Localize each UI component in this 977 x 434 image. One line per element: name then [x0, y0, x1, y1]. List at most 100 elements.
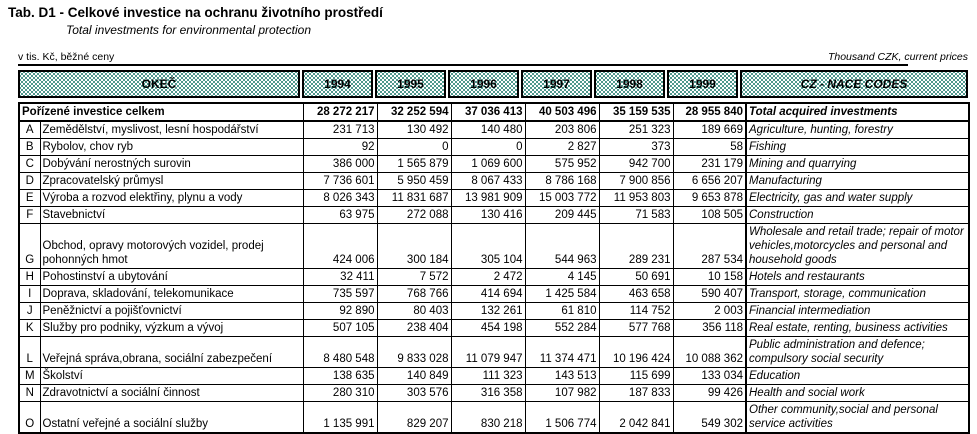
cell-okec-code: B	[18, 138, 41, 156]
cell-value-1997: 61 810	[524, 302, 600, 320]
cell-value-1997: 552 284	[524, 319, 600, 337]
page-subtitle: Total investments for environmental prot…	[66, 23, 312, 37]
cell-value-1999: 2 003	[672, 302, 747, 320]
cell-okec-code: A	[18, 120, 41, 139]
cell-nace-label: Education	[745, 367, 970, 385]
table-header-row: OKEČ 1994 1995 1996 1997 1998 1999 CZ - …	[18, 70, 968, 98]
cell-value-1996: 13 981 909	[450, 189, 526, 207]
cell-value-1997: 575 952	[524, 155, 600, 173]
cell-value-1997: 4 145	[524, 268, 600, 286]
cell-czech-label: Zdravotnictví a sociální činnost	[39, 384, 304, 402]
cell-value-1995: 11 831 687	[376, 189, 452, 207]
cell-nace-label: Mining and quarrying	[745, 155, 970, 173]
cell-value-1998: 11 953 803	[598, 189, 674, 207]
cell-nace-label: Electricity, gas and water supply	[745, 189, 970, 207]
cell-value-1999: 549 302	[672, 401, 747, 434]
cell-value-1994: 63 975	[302, 206, 378, 224]
cell-value-1994: 7 736 601	[302, 172, 378, 190]
cell-value-1999: 287 534	[672, 223, 747, 269]
cell-value-1995: 32 252 594	[376, 102, 452, 122]
cell-value-1994: 231 713	[302, 120, 378, 139]
table-row: O Ostatní veřejné a sociální služby 1 135 …	[18, 401, 970, 434]
cell-nace-label: Other community,social and personal serv…	[745, 401, 970, 434]
cell-czech-label: Stavebnictví	[39, 206, 304, 224]
column-header-1996: 1996	[448, 70, 519, 98]
cell-value-1996: 1 069 600	[450, 155, 526, 173]
cell-value-1998: 7 900 856	[598, 172, 674, 190]
column-header-1999: 1999	[667, 70, 738, 98]
cell-value-1996: 132 261	[450, 302, 526, 320]
cell-value-1994: 507 105	[302, 319, 378, 337]
cell-value-1998: 50 691	[598, 268, 674, 286]
cell-value-1997: 1 425 584	[524, 285, 600, 303]
cell-value-1999: 58	[672, 138, 747, 156]
cell-czech-label: Rybolov, chov ryb	[39, 138, 304, 156]
column-header-1994: 1994	[302, 70, 373, 98]
cell-czech-label: Doprava, skladování, telekomunikace	[39, 285, 304, 303]
cell-value-1997: 15 003 772	[524, 189, 600, 207]
cell-value-1994: 28 272 217	[302, 102, 378, 122]
cell-value-1996: 454 198	[450, 319, 526, 337]
table-row: M Školství 138 635 140 849 111 323 143 513 115…	[18, 367, 970, 385]
table-row: E Výroba a rozvod elektřiny, plynu a vody…	[18, 189, 970, 207]
divider-line	[18, 64, 908, 66]
cell-value-1995: 80 403	[376, 302, 452, 320]
cell-value-1996: 2 472	[450, 268, 526, 286]
cell-value-1999: 9 653 878	[672, 189, 747, 207]
cell-value-1996: 316 358	[450, 384, 526, 402]
cell-nace-label: Total acquired investments	[745, 102, 970, 122]
investments-table: Pořízené investice celkem 28 272 217 32 25…	[18, 102, 970, 434]
cell-value-1995: 300 184	[376, 223, 452, 269]
cell-value-1996: 8 067 433	[450, 172, 526, 190]
cell-value-1994: 92	[302, 138, 378, 156]
cell-okec-code: F	[18, 206, 41, 224]
cell-okec-code: O	[18, 401, 41, 434]
page-title: Tab. D1 - Celkové investice na ochranu ž…	[8, 5, 383, 20]
cell-value-1999: 189 669	[672, 120, 747, 139]
cell-okec-code: G	[18, 223, 41, 269]
cell-value-1997: 40 503 496	[524, 102, 600, 122]
cell-okec-code: M	[18, 367, 41, 385]
statistical-table-page: Tab. D1 - Celkové investice na ochranu ž…	[0, 5, 977, 434]
cell-czech-label: Výroba a rozvod elektřiny, plynu a vody	[39, 189, 304, 207]
cell-value-1999: 590 407	[672, 285, 747, 303]
cell-okec-code: D	[18, 172, 41, 190]
cell-value-1999: 108 505	[672, 206, 747, 224]
cell-value-1996: 305 104	[450, 223, 526, 269]
cell-nace-label: Manufacturing	[745, 172, 970, 190]
table-row: D Zpracovatelský průmysl 7 736 601 5 950 45…	[18, 172, 970, 190]
cell-value-1998: 35 159 535	[598, 102, 674, 122]
cell-value-1994: 280 310	[302, 384, 378, 402]
cell-czech-label: Ostatní veřejné a sociální služby	[39, 401, 304, 434]
cell-value-1995: 7 572	[376, 268, 452, 286]
cell-value-1999: 133 034	[672, 367, 747, 385]
cell-value-1998: 2 042 841	[598, 401, 674, 434]
cell-value-1994: 138 635	[302, 367, 378, 385]
cell-value-1998: 187 833	[598, 384, 674, 402]
cell-value-1995: 9 833 028	[376, 336, 452, 368]
cell-value-1994: 8 026 343	[302, 189, 378, 207]
cell-value-1994: 735 597	[302, 285, 378, 303]
cell-czech-label: Peněžnictví a pojišťovnictví	[39, 302, 304, 320]
cell-value-1995: 140 849	[376, 367, 452, 385]
table-row: G Obchod, opravy motorových vozidel, prod…	[18, 223, 970, 269]
cell-nace-label: Public administration and defence; compu…	[745, 336, 970, 368]
cell-value-1994: 424 006	[302, 223, 378, 269]
table-row: I Doprava, skladování, telekomunikace 735 …	[18, 285, 970, 303]
cell-czech-label: Veřejná správa,obrana, sociální zabezpeč…	[39, 336, 304, 368]
cell-czech-label: Dobývání nerostných surovin	[39, 155, 304, 173]
cell-value-1997: 8 786 168	[524, 172, 600, 190]
cell-czech-label: Zpracovatelský průmysl	[39, 172, 304, 190]
cell-nace-label: Transport, storage, communication	[745, 285, 970, 303]
cell-okec-code: I	[18, 285, 41, 303]
cell-value-1995: 1 565 879	[376, 155, 452, 173]
cell-value-1998: 114 752	[598, 302, 674, 320]
cell-value-1995: 768 766	[376, 285, 452, 303]
cell-okec-code: C	[18, 155, 41, 173]
cell-value-1998: 942 700	[598, 155, 674, 173]
column-header-okec: OKEČ	[18, 70, 300, 98]
cell-okec-code: E	[18, 189, 41, 207]
table-row: B Rybolov, chov ryb 92 0 0 2 827 373 58 Fishing	[18, 138, 970, 156]
cell-value-1997: 143 513	[524, 367, 600, 385]
cell-value-1997: 11 374 471	[524, 336, 600, 368]
